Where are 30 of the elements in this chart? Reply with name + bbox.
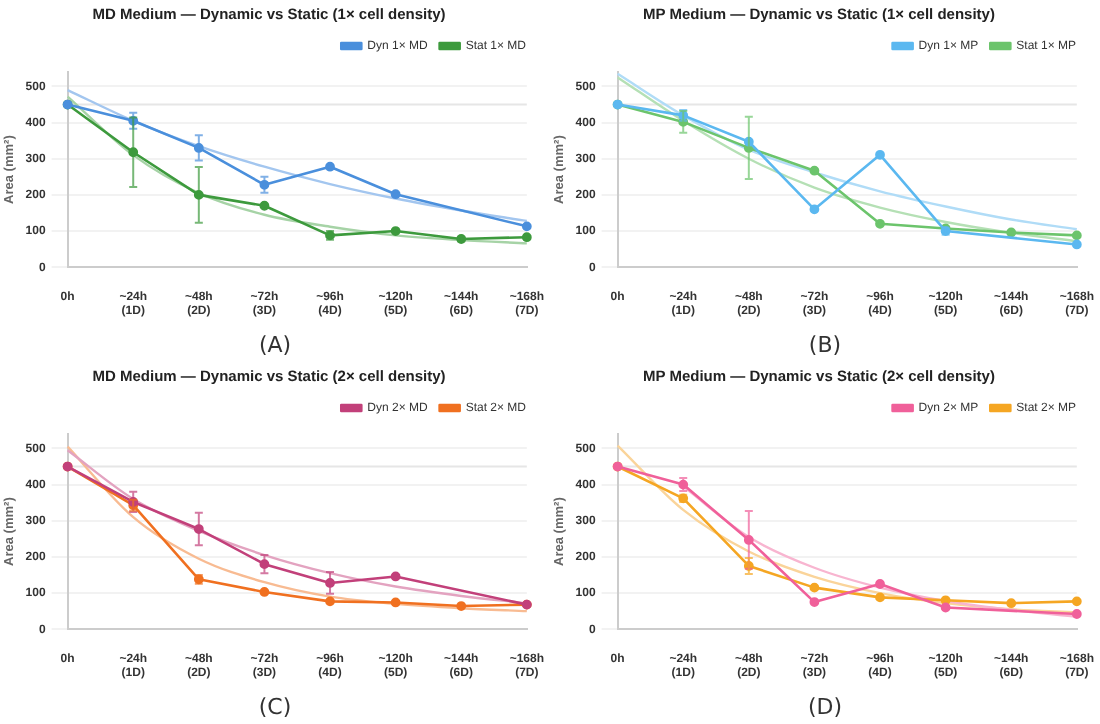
text: (B) xyxy=(806,332,844,358)
point xyxy=(259,200,270,211)
point xyxy=(521,232,532,243)
point xyxy=(809,582,820,593)
point xyxy=(875,592,885,603)
point xyxy=(1071,596,1082,607)
point xyxy=(259,587,270,597)
point xyxy=(809,597,820,607)
point xyxy=(325,161,335,172)
point xyxy=(1071,239,1082,250)
point xyxy=(390,571,401,582)
point xyxy=(1071,230,1082,241)
text: (C) xyxy=(256,694,294,720)
point xyxy=(521,221,532,232)
text: (D) xyxy=(805,694,845,720)
point xyxy=(1006,598,1017,609)
point xyxy=(1006,227,1017,238)
text: (A) xyxy=(256,332,294,358)
point xyxy=(1071,609,1082,619)
point xyxy=(875,149,885,160)
point xyxy=(456,601,467,611)
point xyxy=(940,602,951,613)
point xyxy=(809,165,820,176)
point xyxy=(390,189,401,200)
point xyxy=(875,218,885,229)
point xyxy=(325,596,335,607)
point xyxy=(390,597,401,608)
point xyxy=(809,204,820,215)
point xyxy=(875,579,885,589)
point xyxy=(390,226,401,236)
